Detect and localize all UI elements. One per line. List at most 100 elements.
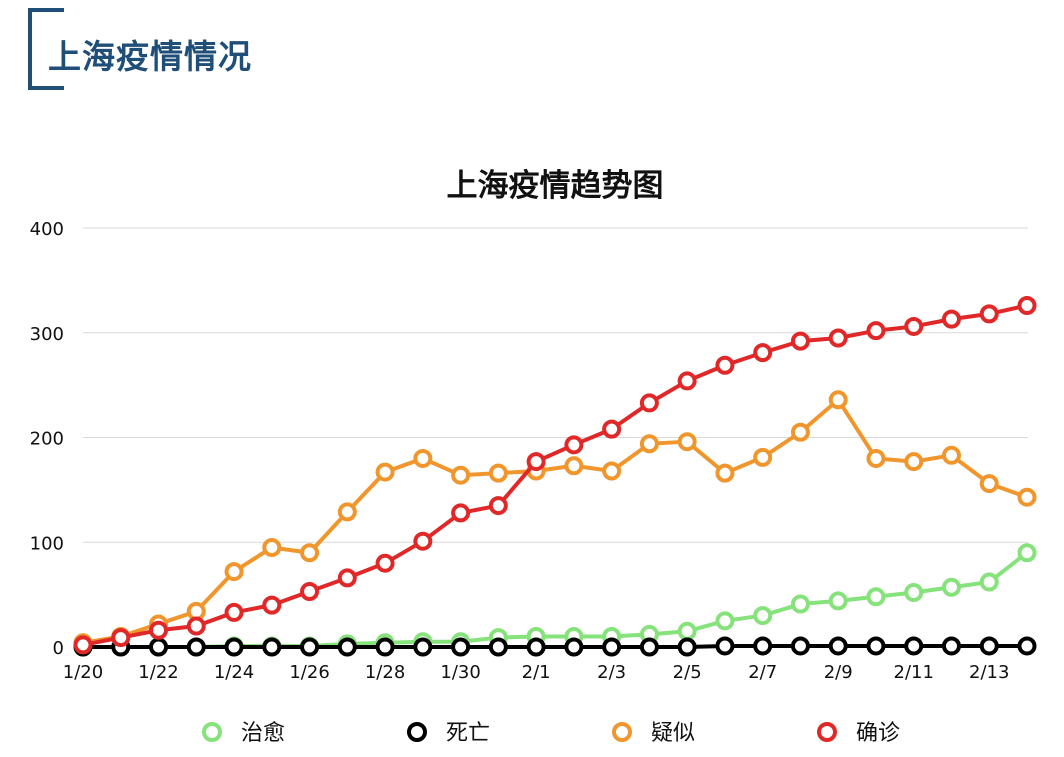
legend-item: 治愈 — [202, 721, 285, 746]
data-point — [451, 637, 471, 657]
data-point — [375, 637, 395, 657]
data-point — [677, 371, 697, 391]
data-point — [1017, 296, 1037, 316]
y-tick-label: 0 — [53, 638, 64, 659]
data-point — [451, 503, 471, 523]
data-point — [186, 637, 206, 657]
data-point — [941, 445, 961, 465]
data-point — [488, 463, 508, 483]
data-point — [526, 637, 546, 657]
data-point — [715, 355, 735, 375]
data-point — [828, 328, 848, 348]
data-point — [753, 447, 773, 467]
data-point — [941, 309, 961, 329]
x-tick-label: 2/9 — [824, 662, 853, 683]
legend: 治愈 死亡 疑似 确诊 — [202, 721, 900, 746]
data-point — [677, 621, 697, 641]
x-tick-label: 2/7 — [748, 662, 777, 683]
data-point — [73, 635, 93, 655]
data-point — [941, 636, 961, 656]
data-point — [488, 496, 508, 516]
data-point — [1017, 543, 1037, 563]
legend-marker-icon — [202, 722, 222, 742]
y-axis: 0 100 200 300 400 — [30, 219, 64, 659]
data-point — [639, 637, 659, 657]
legend-marker-icon — [612, 722, 632, 742]
x-tick-label: 2/3 — [597, 662, 626, 683]
data-point — [337, 568, 357, 588]
data-point — [224, 637, 244, 657]
data-point — [375, 553, 395, 573]
data-point — [753, 636, 773, 656]
data-point — [753, 343, 773, 363]
data-point — [828, 636, 848, 656]
data-point — [715, 636, 735, 656]
data-point — [262, 537, 282, 557]
x-tick-label: 1/28 — [365, 662, 405, 683]
data-point — [413, 637, 433, 657]
data-point — [111, 628, 131, 648]
data-point — [715, 611, 735, 631]
legend-label: 疑似 — [651, 721, 695, 746]
y-tick-label: 300 — [30, 324, 64, 345]
x-tick-label: 1/20 — [63, 662, 103, 683]
data-point — [413, 448, 433, 468]
legend-item: 确诊 — [817, 721, 900, 746]
series-group — [73, 296, 1037, 657]
data-point — [526, 452, 546, 472]
legend-item: 死亡 — [407, 721, 490, 746]
x-tick-label: 2/1 — [522, 662, 551, 683]
data-point — [564, 456, 584, 476]
data-point — [904, 316, 924, 336]
data-point — [602, 461, 622, 481]
chart-title: 上海疫情趋势图 — [447, 168, 664, 204]
x-tick-label: 1/24 — [214, 662, 254, 683]
legend-label: 死亡 — [446, 721, 490, 746]
data-point — [149, 620, 169, 640]
data-point — [790, 331, 810, 351]
data-point — [602, 637, 622, 657]
data-point — [677, 432, 697, 452]
data-point — [375, 462, 395, 482]
y-tick-label: 400 — [30, 219, 64, 240]
data-point — [451, 465, 471, 485]
data-point — [677, 637, 697, 657]
data-point — [715, 463, 735, 483]
data-point — [564, 637, 584, 657]
legend-label: 治愈 — [241, 721, 285, 746]
x-axis: 1/20 1/22 1/24 1/26 1/28 1/30 2/1 2/3 2/5 2/7 2/9 2… — [63, 662, 1010, 683]
x-tick-label: 1/22 — [138, 662, 178, 683]
data-point — [753, 606, 773, 626]
data-point — [904, 636, 924, 656]
series-3 — [73, 296, 1037, 655]
data-point — [639, 393, 659, 413]
series-line — [83, 551, 1029, 649]
data-point — [979, 474, 999, 494]
series-0 — [73, 543, 1037, 657]
x-tick-label: 1/30 — [440, 662, 480, 683]
data-point — [337, 502, 357, 522]
data-point — [866, 587, 886, 607]
data-point — [866, 321, 886, 341]
series-2 — [73, 390, 1037, 653]
legend-marker-icon — [407, 722, 427, 742]
data-point — [149, 637, 169, 657]
data-point — [866, 448, 886, 468]
data-point — [941, 577, 961, 597]
page-heading: 上海疫情情况 — [48, 37, 252, 76]
data-point — [790, 422, 810, 442]
data-point — [639, 434, 659, 454]
data-point — [979, 572, 999, 592]
data-point — [300, 581, 320, 601]
x-tick-label: 2/5 — [673, 662, 702, 683]
data-point — [224, 602, 244, 622]
data-point — [904, 583, 924, 603]
data-point — [337, 637, 357, 657]
data-point — [1017, 636, 1037, 656]
data-point — [828, 390, 848, 410]
data-point — [564, 435, 584, 455]
heading-bracket — [28, 8, 64, 90]
series-line — [82, 397, 1028, 645]
legend-item: 疑似 — [612, 721, 695, 746]
